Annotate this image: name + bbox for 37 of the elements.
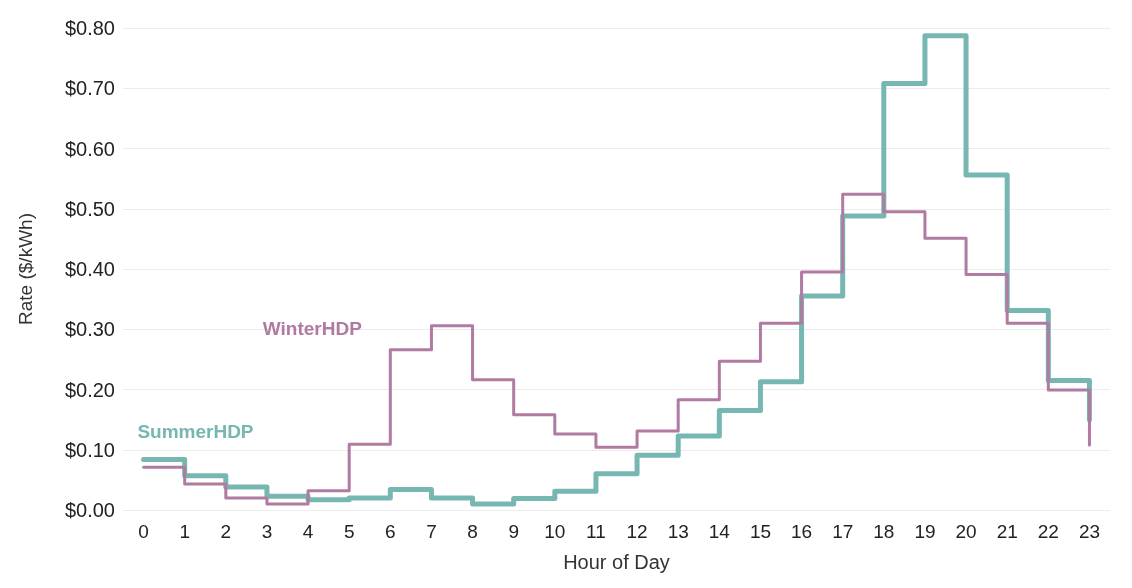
- x-tick-label: 18: [873, 521, 895, 542]
- x-tick-label: 15: [749, 521, 772, 542]
- x-tick-label: 23: [1078, 521, 1101, 542]
- y-tick-label: $0.40: [64, 258, 115, 280]
- x-tick-label: 8: [467, 521, 478, 542]
- x-tick-label: 3: [261, 521, 273, 542]
- x-tick-label: 1: [179, 521, 190, 542]
- x-tick-label: 21: [996, 521, 1018, 542]
- series-label: SummerHDP: [137, 420, 254, 442]
- x-tick-label: 22: [1037, 521, 1059, 542]
- x-tick-label: 11: [586, 521, 606, 542]
- x-tick-label: 6: [385, 521, 396, 542]
- x-tick-label: 2: [220, 521, 232, 542]
- x-tick-label: 5: [343, 521, 355, 542]
- x-tick-label: 10: [544, 521, 566, 542]
- y-tick-label: $0.70: [64, 77, 115, 100]
- y-axis-title: Rate ($/kWh): [15, 213, 36, 325]
- series-label: WinterHDP: [262, 318, 363, 340]
- x-tick-label: 12: [626, 521, 648, 542]
- y-tick-label: $0.30: [64, 318, 115, 341]
- x-tick-label: 13: [667, 521, 689, 542]
- x-tick-label: 7: [426, 521, 437, 542]
- x-tick-label: 20: [955, 521, 977, 542]
- x-tick-label: 14: [708, 521, 731, 542]
- x-tick-label: 0: [138, 521, 149, 542]
- y-tick-label: $0.60: [64, 137, 115, 160]
- x-tick-label: 9: [508, 521, 519, 542]
- y-tick-label: $0.80: [64, 17, 115, 39]
- y-tick-label: $0.20: [64, 378, 115, 401]
- x-axis-title: Hour of Day: [563, 551, 670, 573]
- y-tick-label: $0.50: [64, 197, 115, 220]
- x-tick-label: 16: [790, 521, 813, 542]
- x-tick-label: 4: [302, 521, 314, 542]
- y-tick-label: $0.10: [64, 438, 115, 461]
- x-tick-label: 17: [832, 521, 854, 542]
- x-tick-label: 19: [914, 521, 936, 542]
- y-tick-label: $0.00: [64, 499, 115, 521]
